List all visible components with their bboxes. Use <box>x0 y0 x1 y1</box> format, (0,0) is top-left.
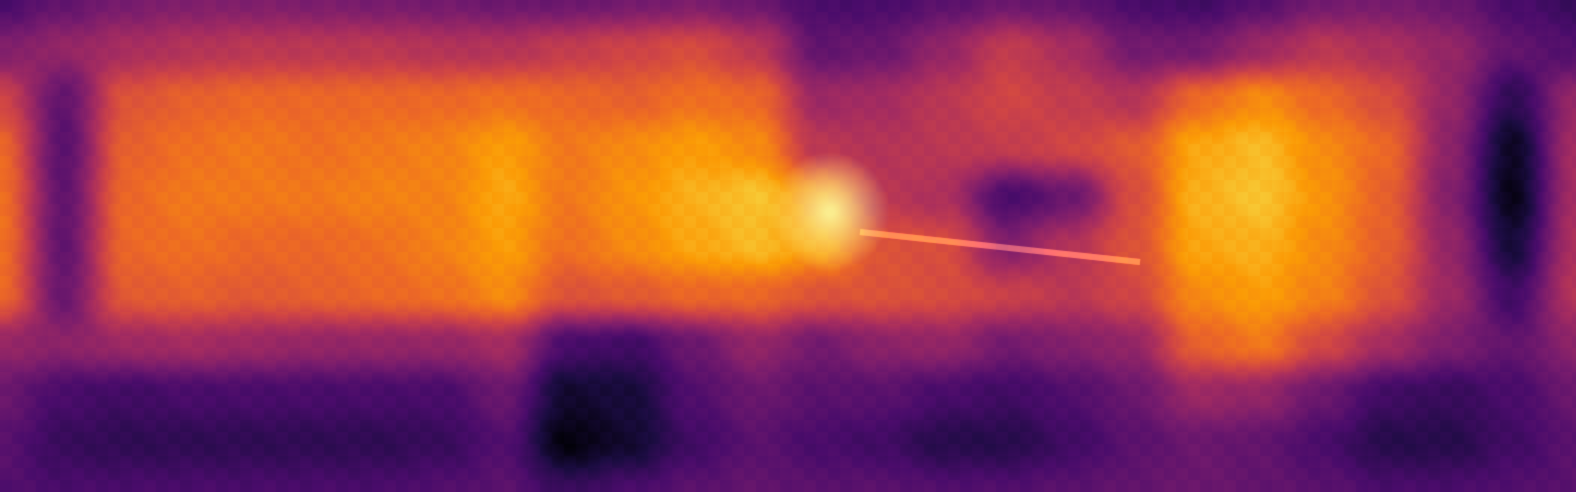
heatmap-frame <box>0 0 1576 492</box>
heatmap-image <box>0 0 1576 492</box>
